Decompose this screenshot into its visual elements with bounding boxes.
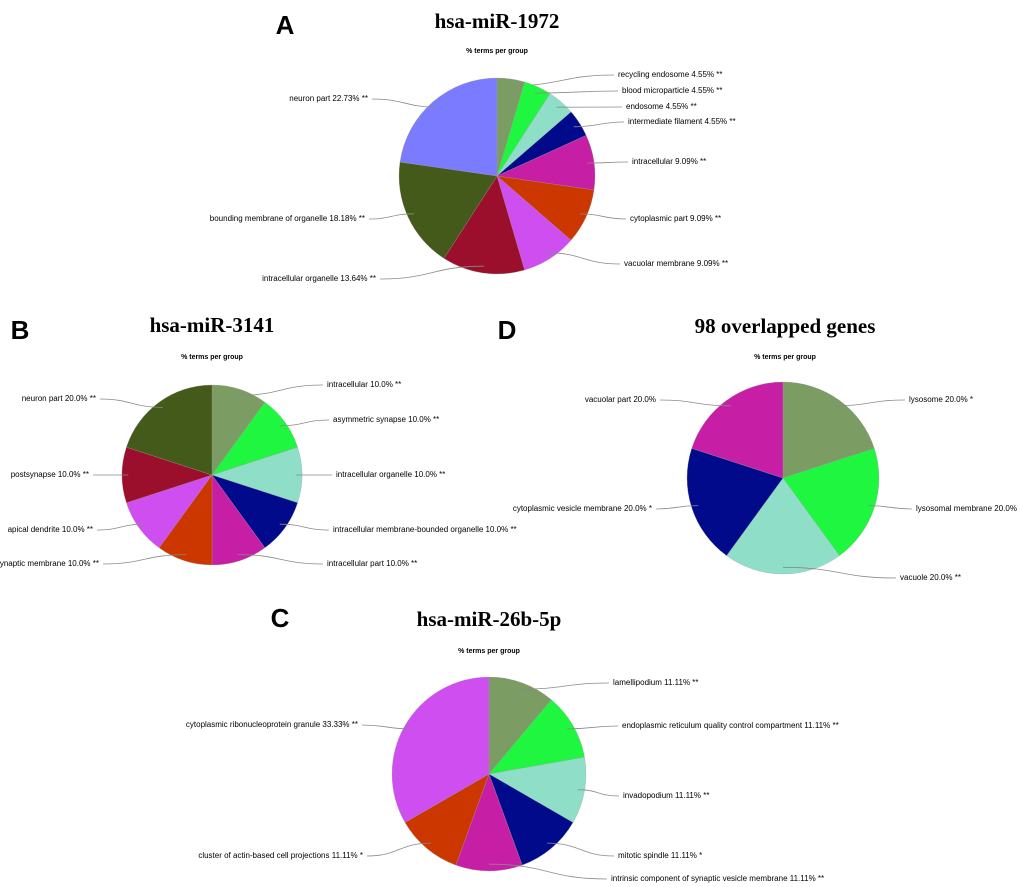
pie-slice — [488, 699, 585, 775]
leader-line — [835, 399, 906, 407]
pie-slice — [488, 773, 574, 866]
slice-label: intermediate filament 4.55% ** — [628, 117, 736, 126]
leader-line — [488, 863, 608, 880]
slice-label: synaptic membrane 10.0% ** — [0, 559, 99, 568]
leader-line — [587, 161, 629, 164]
leader-line — [519, 682, 610, 690]
leader-line — [368, 213, 415, 220]
pie-slice — [488, 676, 552, 775]
chart-subtitle: % terms per group — [754, 354, 816, 361]
slice-label: intracellular organelle 10.0% ** — [336, 470, 445, 479]
leader-line — [655, 505, 699, 510]
pie-slice — [782, 448, 880, 556]
pie-slice — [399, 77, 498, 177]
slice-label: intracellular membrane-bounded organelle… — [333, 525, 517, 534]
slice-label: postsynapse 10.0% ** — [11, 470, 89, 479]
chart-subtitle: % terms per group — [458, 648, 520, 655]
pie-panel-d: D 98 overlapped genes % terms per group lys… — [498, 314, 1017, 582]
slice-label: invadopodium 11.11% ** — [623, 791, 709, 800]
pie-slice — [443, 175, 525, 275]
slice-label: intrinsic component of synaptic vesicle … — [611, 874, 824, 883]
leader-line — [573, 121, 625, 128]
pie-slice — [726, 477, 840, 575]
panel-letter: D — [498, 315, 517, 345]
slice-label: recycling endosome 4.55% ** — [618, 70, 723, 79]
leader-line — [102, 554, 187, 565]
slice-label: intracellular 10.0% ** — [327, 380, 401, 389]
leader-line — [379, 265, 485, 280]
pie-slice — [488, 756, 587, 823]
slice-label: mitotic spindle 11.11% * — [618, 851, 702, 860]
leader-line — [567, 725, 619, 730]
chart-title: 98 overlapped genes — [695, 314, 876, 338]
slice-label: endosome 4.55% ** — [626, 102, 697, 111]
slice-label: endoplasmic reticulum quality control co… — [622, 721, 839, 730]
leader-line — [371, 98, 438, 108]
slice-label: intracellular part 10.0% ** — [327, 559, 417, 568]
leader-line — [99, 398, 163, 408]
slice-label: cluster of actin-based cell projections … — [198, 851, 363, 860]
leader-line — [534, 90, 619, 94]
slice-label: lamellipodium 11.11% ** — [613, 678, 699, 687]
pie-slice — [455, 773, 523, 872]
leader-line — [782, 566, 897, 579]
pie-slice — [398, 161, 498, 259]
pie-slice — [126, 384, 213, 476]
pie-slice — [782, 381, 875, 479]
chart-subtitle: % terms per group — [181, 354, 243, 361]
panel-letter: C — [271, 603, 290, 633]
chart-title: hsa-miR-1972 — [435, 9, 560, 33]
panel-letter: A — [276, 10, 295, 40]
leader-line — [96, 523, 145, 531]
leader-line — [659, 399, 731, 407]
slice-label: vacuolar membrane 9.09% ** — [624, 259, 728, 268]
leader-line — [237, 384, 324, 396]
slice-label: neuron part 20.0% ** — [22, 394, 96, 403]
slice-label: blood microparticle 4.55% ** — [622, 86, 723, 95]
slice-label: cytoplasmic ribonucleoprotein granule 33… — [186, 720, 358, 729]
leader-line — [577, 789, 620, 797]
leader-line — [279, 419, 330, 427]
slice-label: vacuolar part 20.0% — [585, 395, 656, 404]
slice-label: cytoplasmic vesicle membrane 20.0% * — [513, 504, 652, 513]
leader-line — [366, 842, 432, 857]
pie-slice — [391, 676, 490, 823]
chart-title: hsa-miR-26b-5p — [417, 607, 562, 631]
slice-label: vacuole 20.0% ** — [900, 573, 961, 582]
leader-line — [546, 252, 621, 265]
slice-label: asymmetric synapse 10.0% ** — [333, 415, 439, 424]
chart-subtitle: % terms per group — [466, 48, 528, 55]
pie-slice — [691, 381, 784, 479]
slice-label: bounding membrane of organelle 18.18% ** — [210, 214, 365, 223]
chart-title: hsa-miR-3141 — [150, 313, 275, 337]
panel-letter: B — [11, 315, 30, 345]
pie-slice — [686, 448, 784, 556]
slice-label: cytoplasmic part 9.09% ** — [630, 214, 721, 223]
leader-line — [361, 724, 411, 730]
slice-label: lysosomal membrane 20.0% — [916, 504, 1017, 513]
slice-label: intracellular organelle 13.64% ** — [262, 274, 376, 283]
leader-line — [237, 554, 324, 565]
leader-line — [279, 523, 330, 531]
leader-line — [867, 505, 913, 510]
slice-label: neuron part 22.73% ** — [289, 94, 368, 103]
slice-label: apical dendrite 10.0% ** — [8, 525, 93, 534]
slice-label: intracellular 9.09% ** — [632, 157, 706, 166]
slice-label: lysosome 20.0% * — [909, 395, 973, 404]
pie-slice — [404, 773, 490, 866]
leader-line — [579, 213, 627, 220]
leader-line — [546, 842, 615, 857]
